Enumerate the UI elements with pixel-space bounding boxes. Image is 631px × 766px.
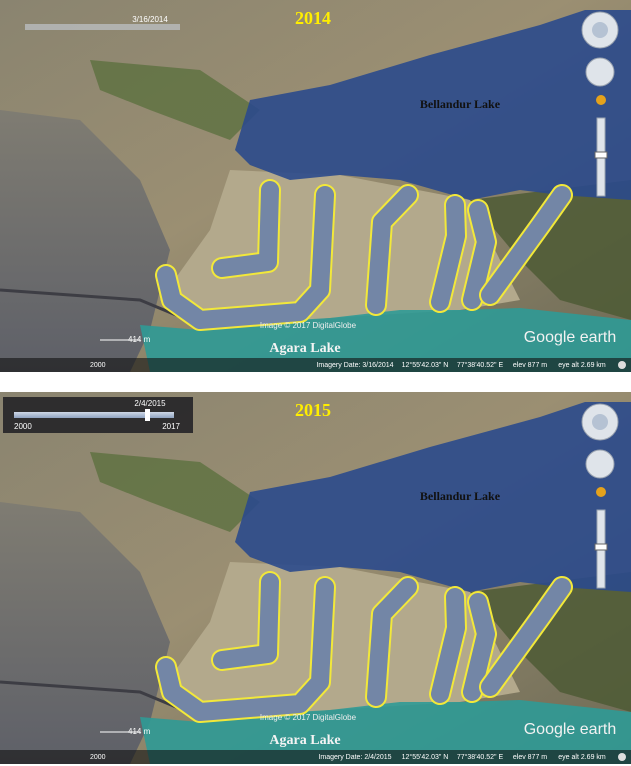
status-text: 77°38'40.52" E bbox=[457, 753, 504, 761]
look-control-inner[interactable] bbox=[592, 22, 608, 38]
drain-channel bbox=[463, 593, 495, 701]
drain-channel bbox=[431, 588, 465, 703]
status-text: Imagery Date: 2/4/2015 bbox=[318, 754, 391, 761]
status-icon[interactable] bbox=[618, 361, 626, 369]
drain-channel bbox=[213, 181, 279, 277]
vegetation bbox=[90, 60, 260, 140]
status-text: Imagery Date: 3/16/2014 bbox=[316, 362, 393, 369]
time-slider-thumb[interactable] bbox=[145, 409, 150, 421]
construction-site bbox=[160, 562, 520, 722]
status-text: 12°55'42.03" N bbox=[402, 753, 449, 761]
slider-end: 2017 bbox=[162, 422, 180, 431]
vegetation bbox=[470, 572, 631, 712]
lake-label: Agara Lake bbox=[269, 341, 340, 356]
copyright: Image © 2017 DigitalGlobe bbox=[260, 321, 357, 330]
drain-channel bbox=[367, 578, 417, 706]
status-text: 12°55'42.03" N bbox=[402, 361, 449, 369]
year-title: 2015 bbox=[295, 400, 331, 420]
bellandur-lake bbox=[235, 10, 631, 200]
slider-start: 2000 bbox=[90, 362, 106, 369]
move-control[interactable] bbox=[585, 449, 615, 479]
construction-site bbox=[160, 170, 520, 330]
slider-start: 2000 bbox=[90, 754, 106, 761]
urban-area bbox=[0, 502, 170, 764]
zoom-thumb[interactable] bbox=[594, 151, 608, 159]
drain-channel bbox=[481, 186, 571, 304]
scale-label: 414 m bbox=[128, 335, 151, 344]
copyright: Image © 2017 DigitalGlobe bbox=[260, 713, 357, 722]
street-view-icon[interactable] bbox=[596, 487, 606, 497]
drain-channel bbox=[463, 201, 495, 309]
scale-label: 414 m bbox=[128, 727, 151, 736]
brand: Google earth bbox=[524, 329, 617, 346]
slider-start: 2000 bbox=[14, 422, 32, 431]
status-bar bbox=[0, 750, 631, 764]
bellandur-lake bbox=[235, 402, 631, 592]
status-text: 77°38'40.52" E bbox=[457, 361, 504, 369]
time-slider-track[interactable] bbox=[14, 412, 174, 418]
status-text: elev 877 m bbox=[513, 362, 547, 369]
brand: Google earth bbox=[524, 721, 617, 738]
status-text: eye alt 2.69 km bbox=[558, 362, 606, 369]
drain-channel bbox=[481, 578, 571, 696]
drain-channel bbox=[367, 186, 417, 314]
status-icon[interactable] bbox=[618, 753, 626, 761]
vegetation bbox=[90, 452, 260, 532]
move-control[interactable] bbox=[585, 57, 615, 87]
time-slider-track[interactable] bbox=[25, 24, 180, 30]
look-control-inner[interactable] bbox=[592, 414, 608, 430]
lake-label: Bellandur Lake bbox=[420, 97, 501, 111]
status-bar bbox=[0, 358, 631, 372]
map-panel: 2014 Bellandur Lake Agara Lake Image © 2017… bbox=[0, 0, 631, 372]
drain-channel bbox=[157, 578, 334, 721]
slider-date: 2/4/2015 bbox=[134, 399, 166, 408]
status-text: elev 877 m bbox=[513, 754, 547, 761]
drain-channel bbox=[431, 196, 465, 311]
vegetation bbox=[470, 180, 631, 320]
drain-channel bbox=[213, 573, 279, 669]
lake-label: Bellandur Lake bbox=[420, 489, 501, 503]
zoom-thumb[interactable] bbox=[594, 543, 608, 551]
status-text: eye alt 2.69 km bbox=[558, 754, 606, 761]
street-view-icon[interactable] bbox=[596, 95, 606, 105]
urban-area bbox=[0, 110, 170, 372]
slider-date: 3/16/2014 bbox=[132, 15, 168, 24]
year-title: 2014 bbox=[295, 8, 331, 28]
lake-label: Agara Lake bbox=[269, 733, 340, 748]
map-panel: 2015 Bellandur Lake Agara Lake Image © 2017… bbox=[0, 392, 631, 764]
drain-channel bbox=[157, 186, 334, 329]
